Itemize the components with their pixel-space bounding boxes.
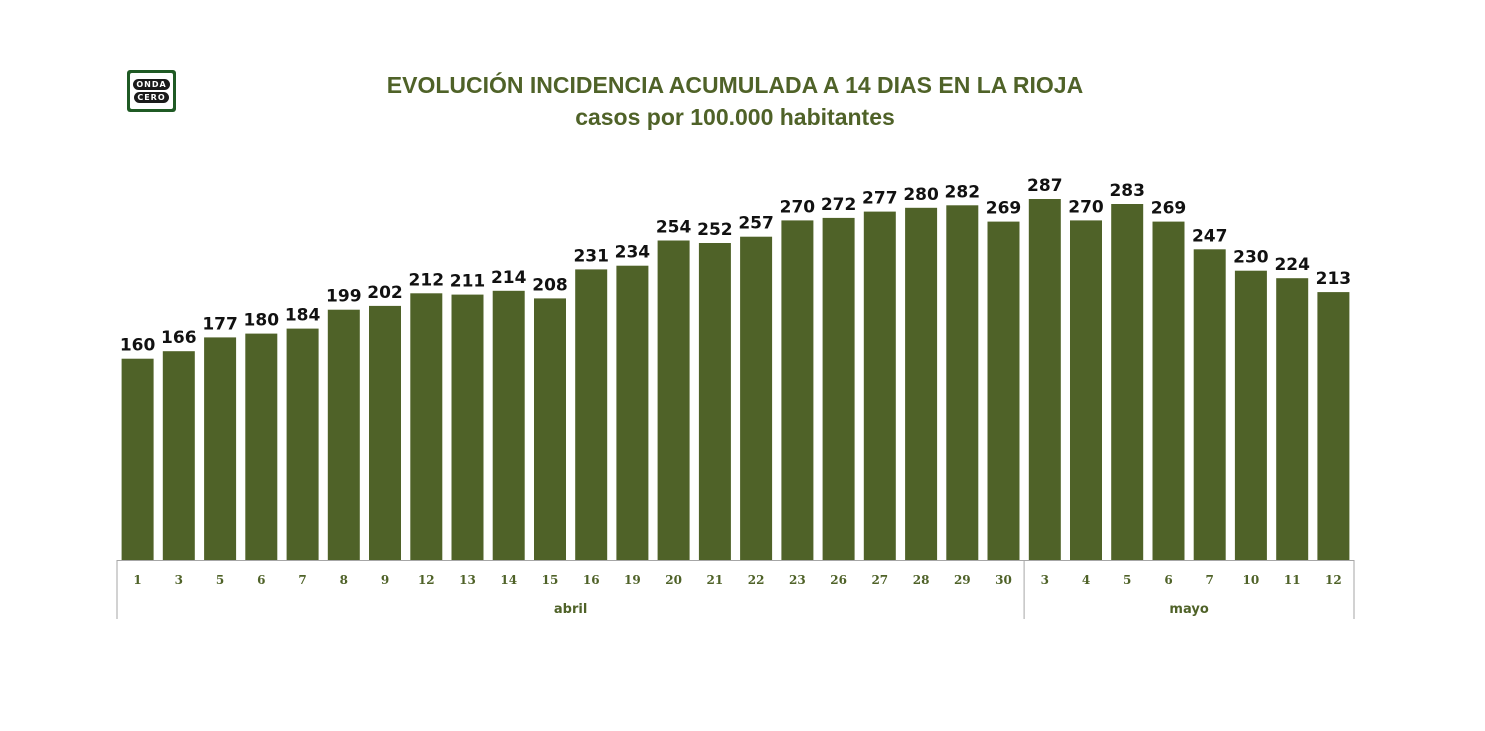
x-tick-label: 22 <box>748 573 765 587</box>
data-label: 211 <box>450 272 486 292</box>
bar <box>1070 220 1102 560</box>
x-tick-label: 23 <box>789 573 806 587</box>
data-label: 283 <box>1109 181 1145 201</box>
chart-title: EVOLUCIÓN INCIDENCIA ACUMULADA A 14 DIAS… <box>386 72 1084 98</box>
bar <box>698 243 731 560</box>
data-label: 269 <box>986 199 1022 219</box>
x-tick-label: 9 <box>381 573 389 587</box>
data-label: 212 <box>409 270 445 290</box>
data-label: 270 <box>780 197 816 217</box>
data-label: 287 <box>1027 176 1063 196</box>
x-tick-label: 12 <box>418 573 435 587</box>
x-tick-label: 19 <box>624 573 641 587</box>
bar <box>369 305 401 560</box>
x-tick-label: 16 <box>583 573 600 587</box>
bar <box>987 221 1020 560</box>
data-label: 272 <box>821 195 857 215</box>
x-tick-label: 12 <box>1325 573 1342 587</box>
bar <box>575 269 608 560</box>
data-label: 277 <box>862 189 898 209</box>
bar <box>204 337 237 560</box>
x-tick-label: 26 <box>830 573 847 587</box>
data-label: 208 <box>532 275 568 295</box>
x-tick-label: 3 <box>1041 573 1049 587</box>
x-tick-label: 29 <box>954 573 971 587</box>
data-label: 231 <box>573 246 609 266</box>
data-label: 270 <box>1068 197 1104 217</box>
x-tick-label: 28 <box>913 573 930 587</box>
bar <box>1193 249 1226 561</box>
data-label: 230 <box>1233 248 1269 268</box>
bar <box>286 328 319 560</box>
x-tick-label: 14 <box>500 573 517 587</box>
onda-cero-logo: ONDA CERO <box>127 70 176 112</box>
x-tick-label: 15 <box>542 573 559 587</box>
data-label: 177 <box>202 314 238 334</box>
month-label: mayo <box>1169 602 1208 617</box>
x-tick-label: 27 <box>871 573 888 587</box>
data-label: 160 <box>120 336 156 356</box>
data-label: 254 <box>656 218 692 238</box>
bar <box>1028 199 1061 560</box>
data-label: 269 <box>1151 199 1187 219</box>
data-label: 247 <box>1192 226 1228 246</box>
data-label: 234 <box>615 243 651 263</box>
x-tick-label: 7 <box>1206 573 1214 587</box>
x-tick-label: 6 <box>257 573 265 587</box>
x-tick-label: 5 <box>1123 573 1131 587</box>
bar <box>1234 270 1267 560</box>
bar <box>492 290 525 560</box>
x-tick-label: 1 <box>133 573 141 587</box>
bar <box>534 298 566 560</box>
x-tick-label: 20 <box>665 573 682 587</box>
x-tick-label: 30 <box>995 573 1012 587</box>
x-tick-label: 10 <box>1243 573 1260 587</box>
x-tick-label: 21 <box>707 573 724 587</box>
data-label: 280 <box>903 185 939 205</box>
logo-word-cero: CERO <box>134 92 169 103</box>
bar <box>1276 278 1309 560</box>
x-tick-label: 3 <box>175 573 183 587</box>
data-label: 224 <box>1274 255 1310 275</box>
data-label: 257 <box>738 214 774 234</box>
bar <box>1111 204 1144 560</box>
bar <box>1317 292 1350 560</box>
bar <box>162 351 195 560</box>
data-label: 214 <box>491 268 527 288</box>
data-label: 184 <box>285 306 321 326</box>
x-tick-label: 4 <box>1082 573 1090 587</box>
bar <box>946 205 979 561</box>
data-label: 213 <box>1316 269 1352 289</box>
bar <box>245 333 278 560</box>
chart-subtitle: casos por 100.000 habitantes <box>575 104 895 130</box>
bar <box>616 265 649 560</box>
data-label: 282 <box>945 182 981 202</box>
bar <box>1152 221 1185 560</box>
logo-word-onda: ONDA <box>133 79 170 90</box>
x-tick-label: 11 <box>1284 573 1301 587</box>
data-label: 180 <box>244 311 280 331</box>
x-tick-label: 5 <box>216 573 224 587</box>
bar <box>781 220 814 560</box>
bar <box>657 240 690 560</box>
bar <box>451 294 484 560</box>
month-label: abril <box>554 602 587 617</box>
bar <box>822 217 855 560</box>
bar <box>121 358 154 560</box>
bar <box>740 236 773 560</box>
x-tick-label: 6 <box>1164 573 1172 587</box>
bar <box>863 211 896 560</box>
x-tick-label: 8 <box>340 573 348 587</box>
data-label: 252 <box>697 220 733 240</box>
data-label: 199 <box>326 287 362 307</box>
bar <box>410 293 443 560</box>
data-label: 166 <box>161 328 197 348</box>
x-tick-label: 7 <box>298 573 306 587</box>
bar <box>327 309 360 560</box>
x-tick-label: 13 <box>459 573 476 587</box>
bar <box>905 207 938 561</box>
data-label: 202 <box>367 283 403 303</box>
